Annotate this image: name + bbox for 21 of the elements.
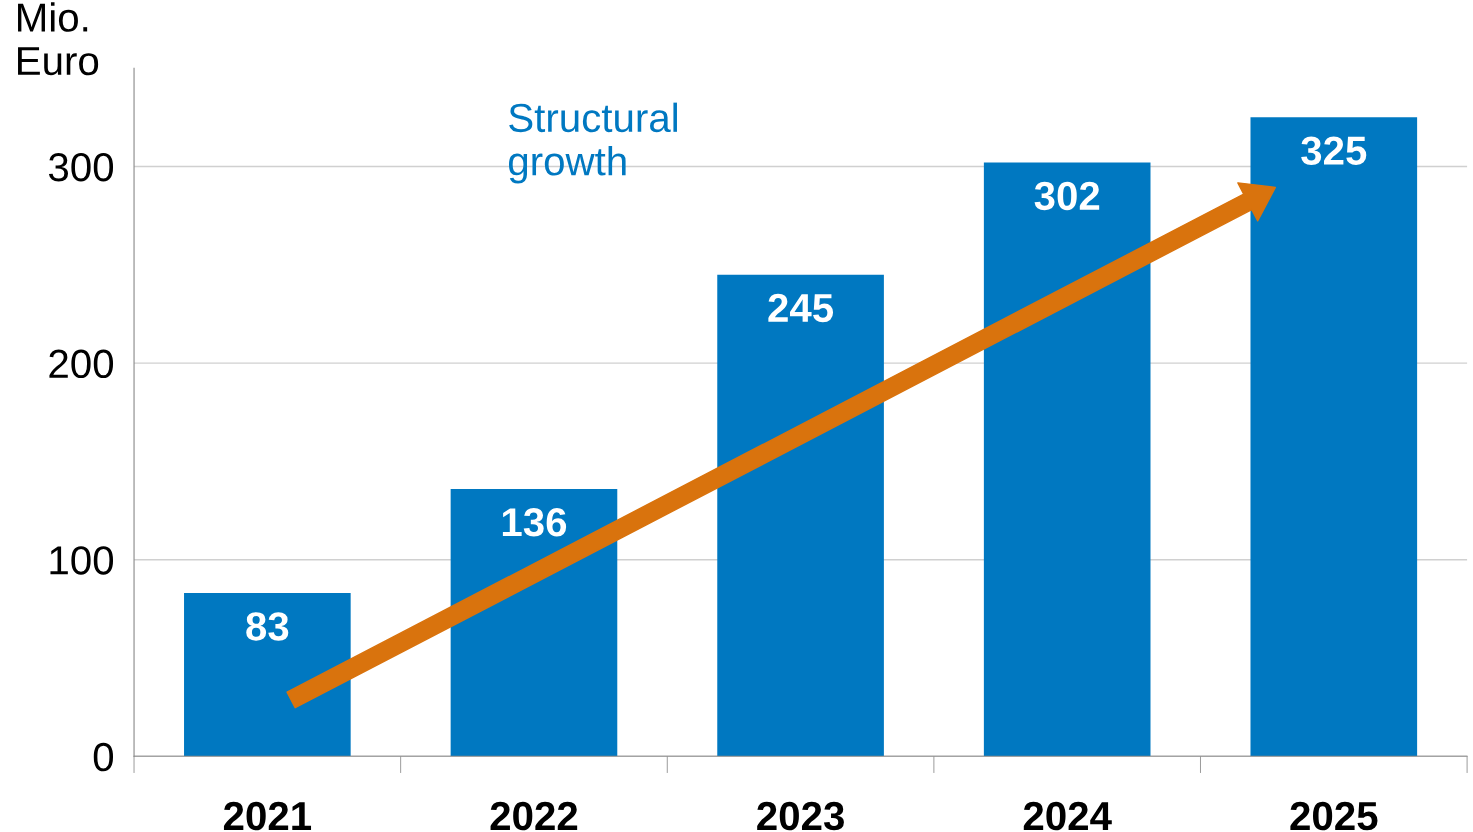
data-label: 136 bbox=[502, 508, 567, 537]
y-tick-label: 200 bbox=[49, 349, 114, 379]
data-label: 245 bbox=[768, 293, 834, 323]
bar bbox=[1250, 117, 1418, 757]
bar bbox=[450, 488, 618, 757]
bar bbox=[184, 593, 351, 757]
annotation: Structural growth bbox=[508, 102, 677, 184]
y-axis-title: Mio. Euro bbox=[18, 2, 99, 76]
y-tick-label: 100 bbox=[50, 546, 114, 575]
bar bbox=[983, 162, 1151, 757]
x-tick-label: 2024 bbox=[1023, 801, 1112, 831]
y-tick-label: 0 bbox=[93, 742, 114, 772]
y-tick-label: 300 bbox=[48, 152, 114, 182]
x-tick-label: 2025 bbox=[1290, 801, 1378, 831]
data-label: 302 bbox=[1034, 181, 1100, 211]
x-tick-label: 2022 bbox=[490, 801, 578, 831]
data-label: 325 bbox=[1301, 136, 1367, 166]
bar bbox=[717, 274, 884, 757]
x-tick-label: 2021 bbox=[223, 801, 312, 831]
x-tick-label: 2023 bbox=[757, 801, 844, 831]
data-label: 83 bbox=[246, 612, 289, 641]
